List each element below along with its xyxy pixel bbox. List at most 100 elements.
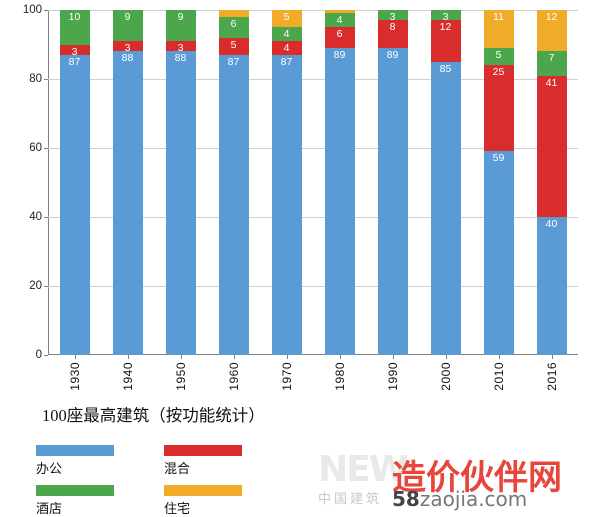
bar-value-label: 25 — [492, 66, 505, 79]
bar-segment: 41 — [536, 75, 567, 217]
x-tick-mark — [392, 355, 394, 359]
x-tick-mark — [286, 355, 288, 359]
x-tick-label: 2000 — [438, 362, 453, 391]
bar-segment: 10 — [59, 10, 90, 45]
bar-value-label: 11 — [493, 11, 504, 24]
bar-value-label: 89 — [386, 48, 399, 61]
bar-segment: 7 — [536, 51, 567, 76]
y-tick-label: 60 — [29, 142, 42, 154]
x-axis-line — [48, 354, 578, 355]
grid-line — [48, 286, 578, 287]
bar-segment — [218, 10, 249, 17]
bar-value-label: 87 — [280, 55, 293, 68]
bar-value-label: 3 — [389, 11, 396, 24]
bar-segment: 89 — [324, 47, 355, 355]
legend-swatch — [36, 445, 114, 456]
bar-segment: 88 — [165, 51, 196, 355]
x-tick-label: 2010 — [491, 362, 506, 391]
bar-segment: 87 — [271, 54, 302, 355]
bar-segment: 12 — [536, 10, 567, 52]
x-tick-mark — [445, 355, 447, 359]
bar-segment: 3 — [165, 41, 196, 55]
bar-segment: 3 — [112, 41, 143, 55]
y-tick-label: 100 — [22, 4, 42, 16]
y-tick-mark — [44, 217, 48, 218]
y-tick-label: 40 — [29, 211, 42, 223]
bar-segment: 3 — [430, 10, 461, 24]
bar-value-label: 88 — [121, 52, 134, 65]
bar-column: 85 12 3 — [430, 10, 461, 355]
bar-segment: 5 — [218, 37, 249, 55]
bar-segment: 87 — [218, 54, 249, 355]
bar-value-label: 59 — [492, 152, 505, 165]
y-tick-label: 0 — [35, 349, 42, 361]
bar-segment: 6 — [218, 16, 249, 38]
grid-line — [48, 79, 578, 80]
y-tick-label: 80 — [29, 73, 42, 85]
bar-value-label: 5 — [495, 48, 502, 61]
bar-segment — [324, 10, 355, 14]
legend-label: 办公 — [36, 461, 63, 476]
bar-value-label: 6 — [336, 28, 343, 41]
x-tick-label: 1980 — [332, 362, 347, 391]
bar-segment: 87 — [59, 54, 90, 355]
bar-value-label: 87 — [227, 55, 240, 68]
bar-segment: 5 — [483, 47, 514, 66]
bar-value-label: 41 — [545, 76, 558, 89]
y-tick-mark — [44, 148, 48, 149]
bar-value-label: 5 — [230, 38, 237, 51]
bar-segment: 3 — [377, 10, 408, 24]
x-tick-label: 1970 — [279, 362, 294, 391]
y-tick-mark — [44, 10, 48, 11]
bar-value-label: 88 — [174, 52, 187, 65]
x-tick-mark — [180, 355, 182, 359]
legend-swatch — [164, 485, 242, 496]
bar-column: 89 6 4 — [324, 10, 355, 355]
bar-column: 89 8 3 — [377, 10, 408, 355]
watermark-url-rest: zaojia.com — [419, 487, 528, 511]
bar-segment: 40 — [536, 217, 567, 355]
bar-value-label: 9 — [177, 11, 184, 24]
bar-value-label: 10 — [68, 11, 81, 23]
bar-value-label: 4 — [283, 28, 290, 41]
bar-value-label: 87 — [68, 55, 81, 68]
bar-value-label: 40 — [545, 218, 558, 230]
bar-value-label: 6 — [230, 17, 237, 30]
bar-column: 87 5 6 — [218, 10, 249, 355]
plot-area: 0 20 40 60 80 100 87 3 10 88 3 9 88 3 9 87 5 6 87 4 4 5 89 6 4 8… — [23, 4, 578, 361]
bar-segment: 59 — [483, 151, 514, 355]
bar-value-label: 3 — [177, 42, 184, 55]
legend-swatch — [36, 485, 114, 496]
bar-column: 87 4 4 5 — [271, 10, 302, 355]
legend-swatch — [164, 445, 242, 456]
watermark-new: NEW — [318, 449, 408, 490]
bar-segment: 11 — [483, 10, 514, 48]
x-tick-mark — [498, 355, 500, 359]
x-tick-label: 1960 — [226, 362, 241, 391]
bar-segment: 3 — [59, 44, 90, 58]
bar-value-label: 12 — [439, 21, 452, 34]
grid-line — [48, 148, 578, 149]
bar-column: 40 41 7 12 — [536, 10, 567, 355]
bar-column: 59 25 5 11 — [483, 10, 514, 355]
bar-segment: 9 — [112, 10, 143, 42]
bar-segment: 85 — [430, 61, 461, 355]
x-tick-mark — [551, 355, 553, 359]
y-tick-label: 20 — [29, 280, 42, 292]
bar-value-label: 3 — [124, 42, 131, 55]
bar-segment: 25 — [483, 65, 514, 152]
bar-value-label: 3 — [71, 45, 78, 58]
bar-column: 87 3 10 — [59, 10, 90, 355]
x-tick-label: 1990 — [385, 362, 400, 391]
watermark-url-num: 58 — [392, 487, 420, 511]
bar-value-label: 7 — [548, 52, 555, 65]
bar-column: 88 3 9 — [112, 10, 143, 355]
bar-segment: 5 — [271, 10, 302, 28]
watermark-subtitle: 中国建筑 — [318, 491, 383, 506]
grid-line — [48, 217, 578, 218]
y-axis-line — [48, 10, 49, 355]
bar-segment: 8 — [377, 20, 408, 48]
x-tick-mark — [127, 355, 129, 359]
bar-value-label: 3 — [442, 11, 449, 24]
bar-value-label: 5 — [283, 11, 290, 23]
